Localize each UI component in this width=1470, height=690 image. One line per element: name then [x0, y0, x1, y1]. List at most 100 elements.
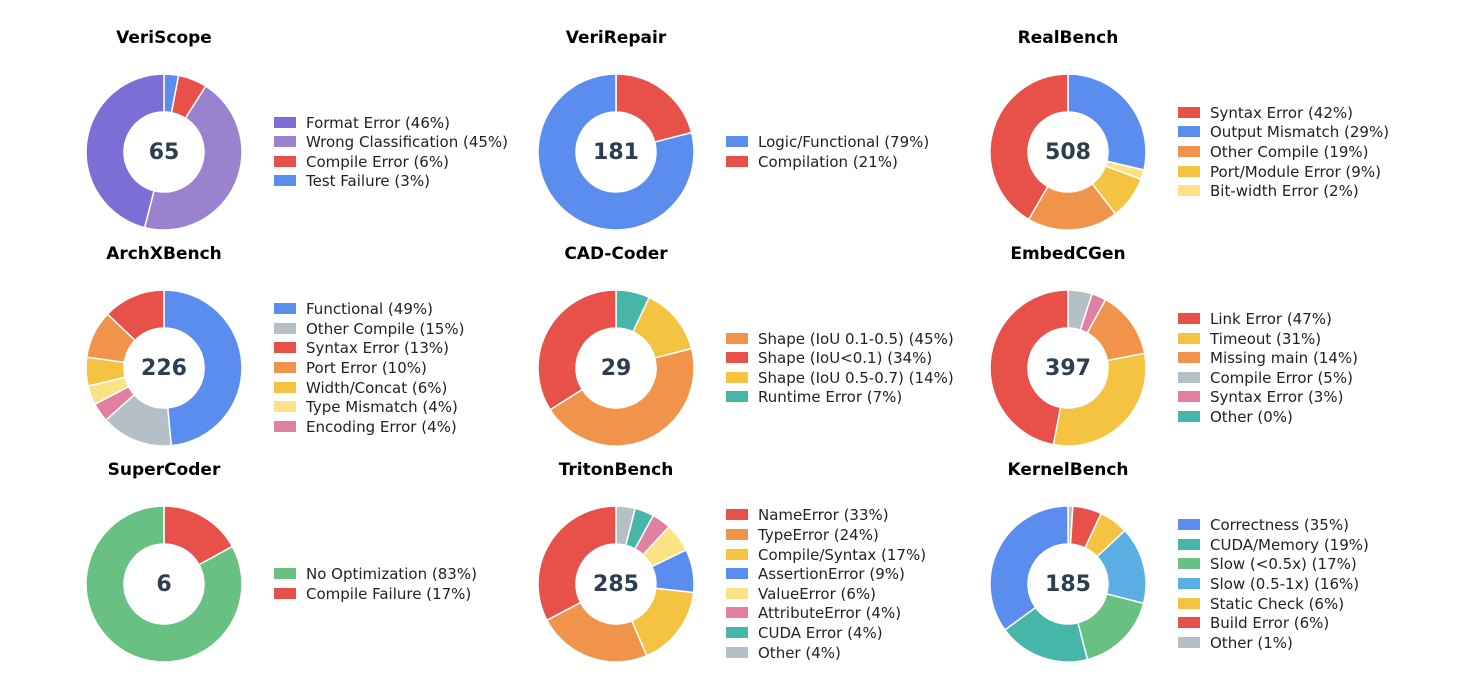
chart-verirepair-total: 181: [593, 140, 639, 165]
chart-kernelbench-legend-label: CUDA/Memory (19%): [1210, 535, 1369, 554]
chart-verirepair-slice-compilation: [615, 73, 693, 143]
chart-realbench-title: RealBench: [1017, 28, 1119, 48]
chart-archxbench-legend-label: Type Mismatch (4%): [306, 398, 458, 417]
chart-cad-coder-slice-shape-iou-0-1-0-5: [549, 347, 695, 447]
chart-veriscope-title: VeriScope: [116, 28, 212, 48]
chart-cad-coder-legend-label: Shape (IoU 0.5-0.7) (14%): [758, 368, 954, 387]
chart-cad-coder-donut: 29: [537, 289, 695, 447]
chart-realbench-legend-swatch: [1178, 185, 1200, 197]
chart-realbench-legend-swatch: [1178, 165, 1200, 177]
chart-tritonbench-legend-swatch: [726, 627, 748, 638]
chart-archxbench-legend-label: Width/Concat (6%): [306, 378, 448, 397]
chart-tritonbench-donut: 285: [537, 505, 695, 663]
chart-tritonbench-legend-label: AttributeError (4%): [758, 604, 902, 623]
chart-embedcgen-legend-swatch: [1178, 411, 1200, 422]
chart-verirepair-legend-swatch: [726, 136, 748, 148]
chart-cad-coder-title: CAD-Coder: [564, 244, 668, 264]
chart-kernelbench-legend-label: Slow (<0.5x) (17%): [1210, 555, 1357, 574]
chart-veriscope-donut: 65: [85, 73, 243, 231]
chart-kernelbench-total: 185: [1045, 572, 1091, 597]
chart-archxbench-legend-swatch: [274, 401, 296, 413]
chart-tritonbench-legend-label: CUDA Error (4%): [758, 624, 883, 642]
chart-realbench-legend-swatch: [1178, 146, 1200, 157]
chart-kernelbench-legend-label: Static Check (6%): [1210, 594, 1345, 613]
chart-veriscope-legend-swatch: [274, 155, 296, 167]
chart-tritonbench-total: 285: [593, 572, 639, 597]
chart-kernelbench-legend-swatch: [1178, 597, 1200, 609]
chart-tritonbench-legend-label: Other (4%): [758, 643, 841, 662]
chart-archxbench-legend-label: Syntax Error (13%): [306, 339, 449, 358]
chart-embedcgen-legend-label: Other (0%): [1210, 408, 1293, 426]
chart-kernelbench-donut: 185: [989, 505, 1147, 663]
chart-kernelbench-legend-swatch: [1178, 538, 1200, 550]
chart-kernelbench-slice-slow-0-5x: [1077, 593, 1145, 661]
chart-verirepair-donut: 181: [537, 73, 695, 231]
chart-tritonbench-legend-swatch: [726, 646, 748, 658]
chart-embedcgen-legend-label: Timeout (31%): [1210, 329, 1322, 348]
chart-embedcgen-legend-swatch: [1178, 352, 1200, 364]
chart-embedcgen-legend-swatch: [1178, 332, 1200, 344]
chart-realbench-panel: RealBench 508 Syntax Error (42%) Output Mis…: [988, 0, 1448, 231]
chart-supercoder-donut: 6: [85, 505, 243, 663]
chart-veriscope-legend-swatch: [274, 136, 296, 148]
chart-archxbench-legend-swatch: [274, 362, 296, 373]
chart-verirepair-legend-swatch: [726, 155, 748, 167]
chart-realbench-legend-swatch: [1178, 106, 1200, 118]
chart-tritonbench-title: TritonBench: [558, 460, 674, 480]
chart-supercoder-total: 6: [156, 572, 171, 597]
chart-kernelbench-legend-swatch: [1178, 578, 1200, 589]
chart-archxbench-legend-swatch: [274, 322, 296, 334]
chart-veriscope-panel: VeriScope 65 Format Error (46%) Wrong Class…: [84, 0, 544, 231]
chart-archxbench-legend-label: Other Compile (15%): [306, 319, 465, 338]
chart-kernelbench-legend-swatch: [1178, 617, 1200, 629]
chart-archxbench-slice-syntax-error: [106, 289, 165, 342]
chart-archxbench-legend-label: Encoding Error (4%): [306, 417, 457, 436]
chart-archxbench-legend-swatch: [274, 381, 296, 393]
chart-kernelbench-slice-correctness: [989, 505, 1069, 631]
chart-archxbench-panel: ArchXBench 226 Functional (49%) Other Compi…: [84, 216, 544, 447]
chart-tritonbench-legend-swatch: [726, 607, 748, 619]
chart-archxbench-legend-swatch: [274, 342, 296, 354]
chart-embedcgen-legend-swatch: [1178, 313, 1200, 324]
chart-supercoder-legend-label: Compile Failure (17%): [306, 584, 472, 603]
chart-embedcgen-title: EmbedCGen: [1010, 244, 1126, 264]
chart-kernelbench-panel: KernelBench 185 Correctness (35%) CUDA/Memo…: [988, 432, 1448, 663]
chart-realbench-slice-output-mismatch: [1067, 73, 1147, 171]
chart-cad-coder-total: 29: [601, 356, 632, 381]
chart-embedcgen-legend-label: Link Error (47%): [1210, 310, 1332, 328]
chart-realbench-donut: 508: [989, 73, 1147, 231]
chart-kernelbench-legend-label: Correctness (35%): [1210, 516, 1349, 535]
chart-realbench-legend-label: Other Compile (19%): [1210, 143, 1369, 161]
chart-kernelbench-legend-label: Build Error (6%): [1210, 614, 1330, 633]
chart-tritonbench-legend-swatch: [726, 529, 748, 540]
chart-realbench-legend-label: Syntax Error (42%): [1210, 103, 1353, 122]
chart-realbench-total: 508: [1045, 140, 1091, 165]
chart-veriscope-legend-label: Test Failure (3%): [306, 172, 430, 191]
chart-verirepair-legend-label: Logic/Functional (79%): [758, 133, 930, 152]
chart-realbench-legend-label: Port/Module Error (9%): [1210, 162, 1381, 181]
chart-cad-coder-legend-label: Runtime Error (7%): [758, 388, 903, 407]
chart-archxbench-legend-swatch: [274, 303, 296, 315]
chart-veriscope-legend-label: Format Error (46%): [306, 113, 451, 132]
chart-cad-coder-legend-swatch: [726, 352, 748, 364]
chart-realbench-legend-swatch: [1178, 126, 1200, 138]
chart-embedcgen-panel: EmbedCGen 397 Link Error (47%) Timeout (31%…: [988, 216, 1448, 447]
chart-cad-coder-legend-swatch: [726, 371, 748, 383]
chart-archxbench-title: ArchXBench: [106, 244, 222, 264]
chart-veriscope-slice-wrong-classification: [143, 85, 243, 231]
chart-archxbench-legend-swatch: [274, 420, 296, 432]
chart-tritonbench-slice-nameerror: [537, 505, 617, 621]
chart-embedcgen-legend-swatch: [1178, 391, 1200, 403]
chart-supercoder-slice-no-optimization: [85, 505, 243, 663]
chart-cad-coder-panel: CAD-Coder 29 Shape (IoU 0.1-0.5) (45%) Shap…: [536, 216, 996, 447]
chart-archxbench-total: 226: [141, 356, 187, 381]
chart-supercoder-legend-swatch: [274, 587, 296, 599]
chart-tritonbench-legend-label: AssertionError (9%): [758, 565, 905, 584]
chart-tritonbench-panel: TritonBench 285 NameError (33%) TypeError (…: [536, 432, 996, 663]
chart-supercoder-legend-swatch: [274, 568, 296, 580]
chart-cad-coder-legend-swatch: [726, 332, 748, 344]
chart-veriscope-legend-swatch: [274, 175, 296, 187]
chart-kernelbench-legend-label: Other (1%): [1210, 633, 1293, 652]
chart-realbench-legend-label: Bit-width Error (2%): [1210, 182, 1359, 201]
